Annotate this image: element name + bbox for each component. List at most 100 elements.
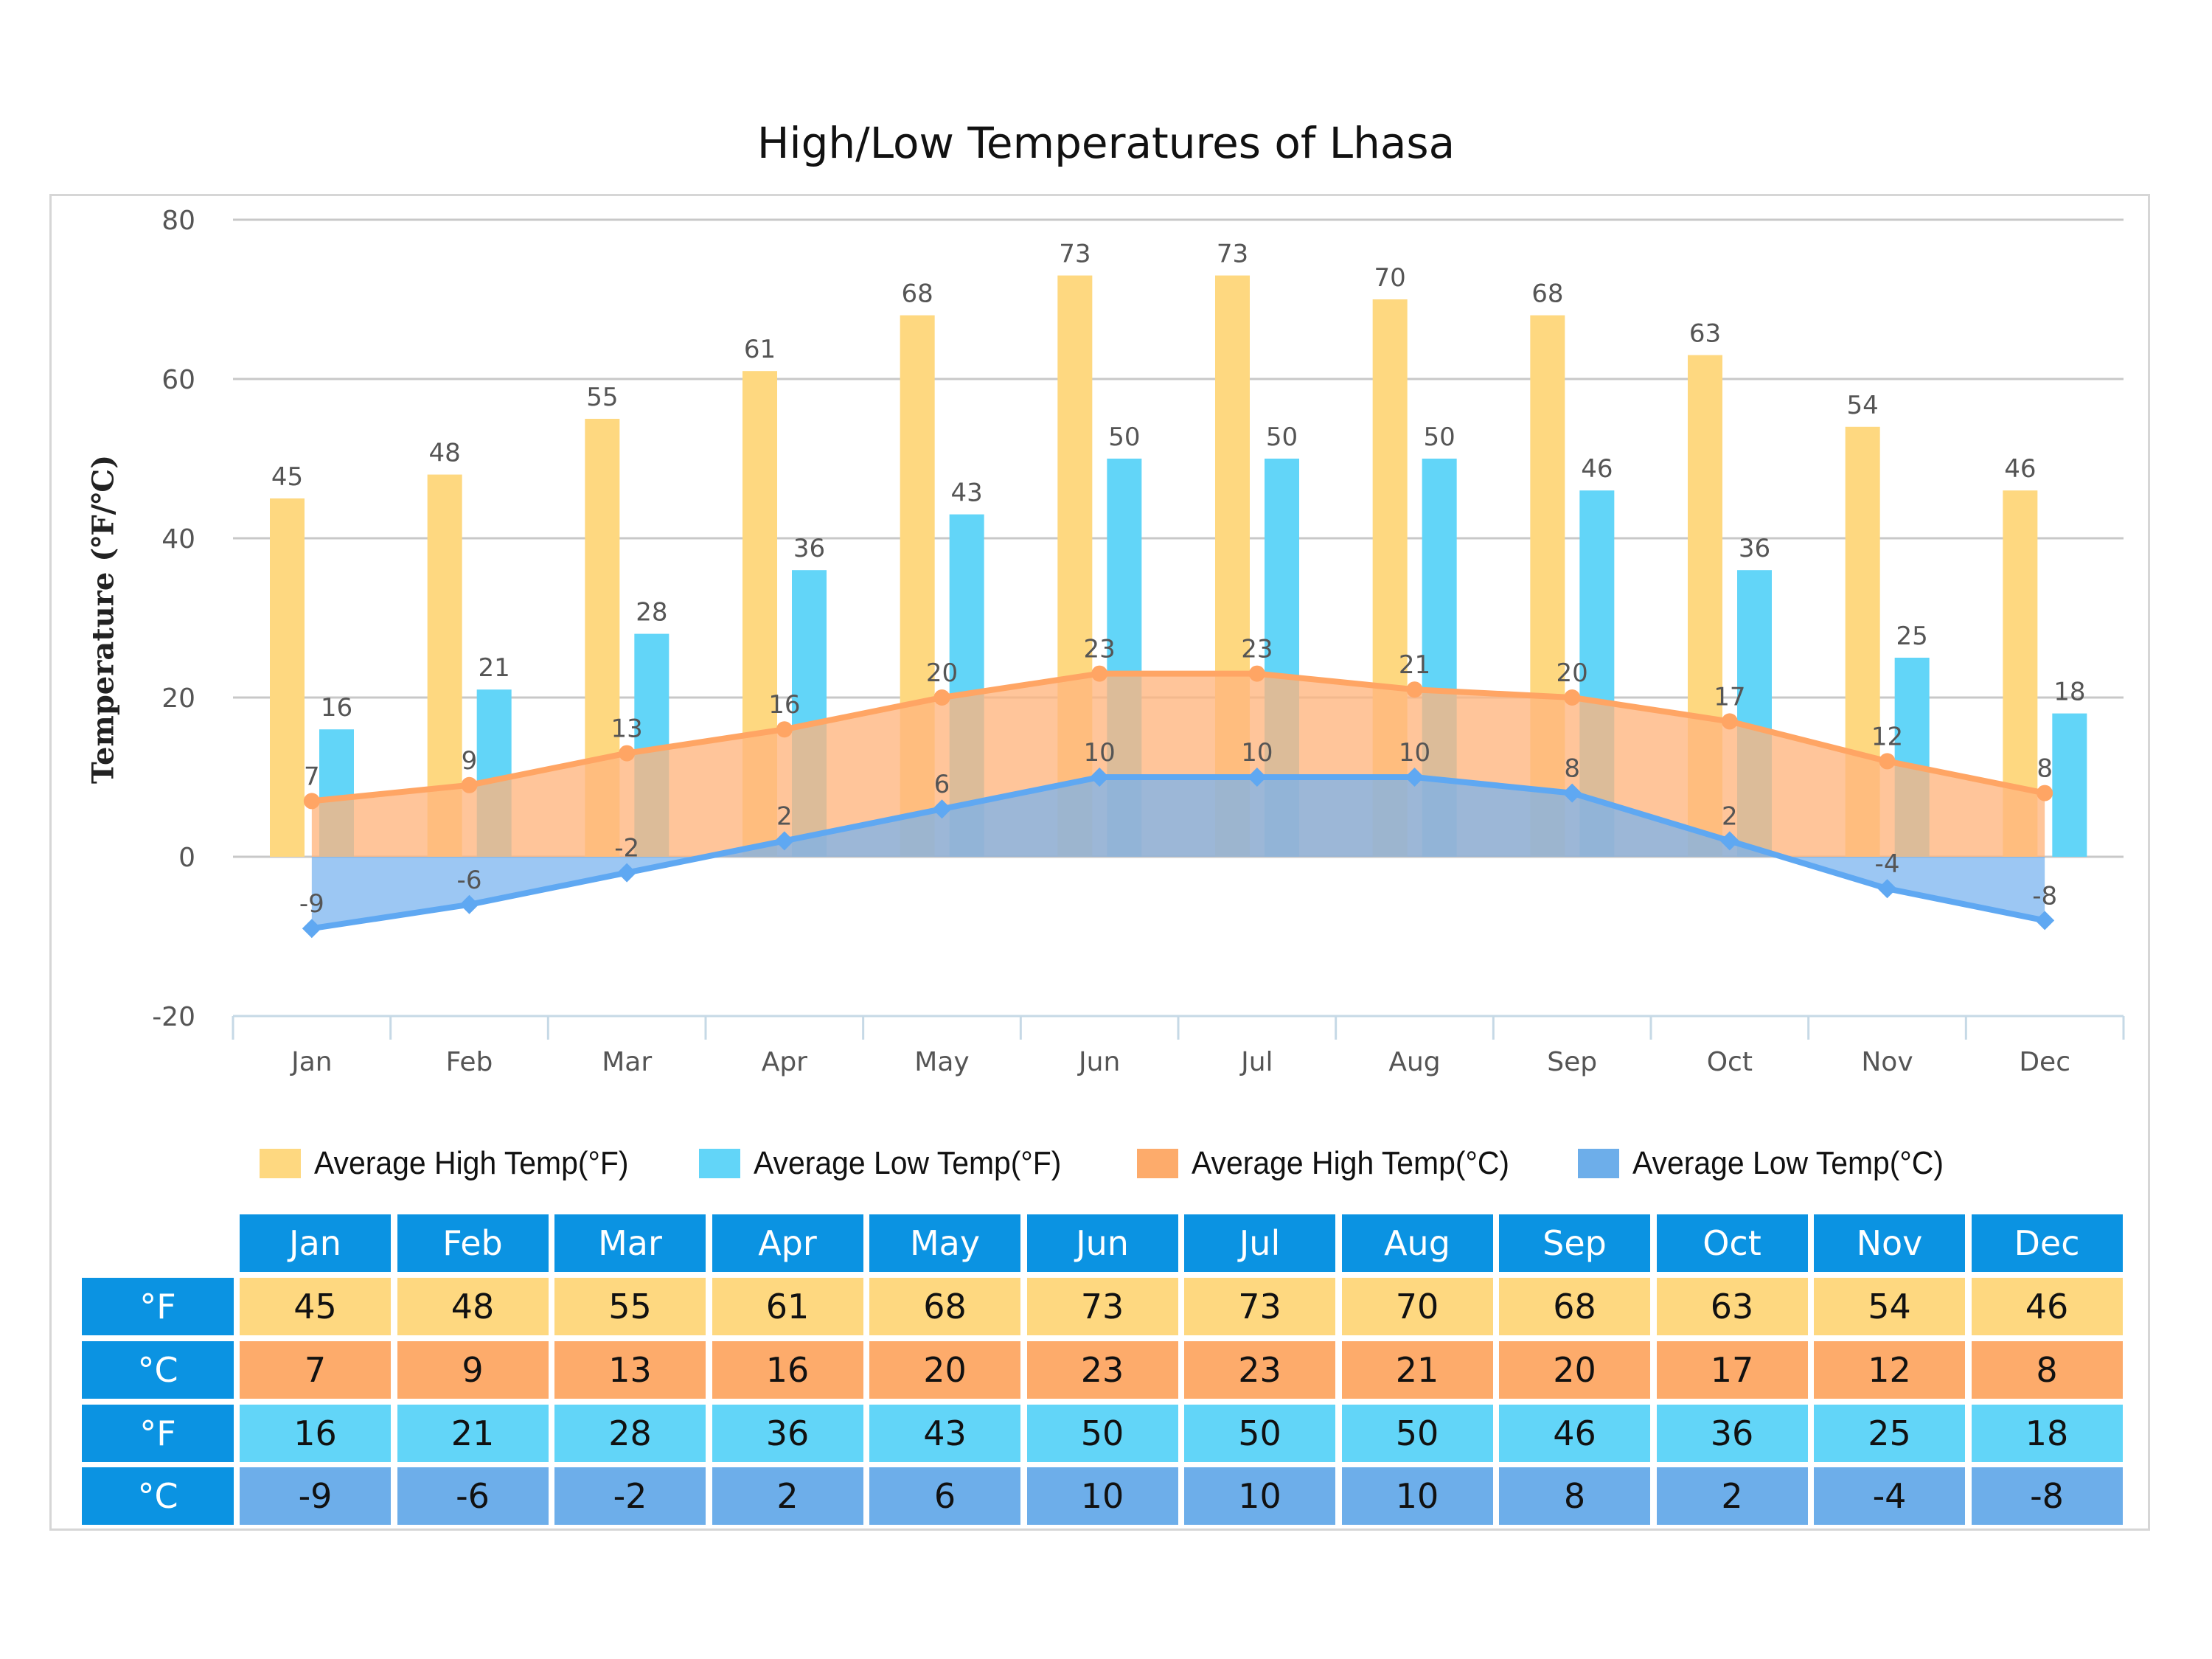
table-cell: 54 [1814, 1278, 1965, 1335]
table-header-month: Mar [554, 1214, 706, 1272]
legend-label: Average Low Temp(°F) [754, 1145, 1062, 1181]
x-tick-label: Aug [1388, 1047, 1440, 1077]
table-row-unit: °C [82, 1341, 234, 1399]
table-cell: 46 [1971, 1278, 2123, 1335]
legend-swatch [260, 1149, 301, 1178]
legend-item[interactable]: Average Low Temp(°C) [1578, 1141, 1967, 1186]
point-marker [933, 689, 950, 706]
table-header-month: Jul [1184, 1214, 1335, 1272]
table-cell: 70 [1341, 1278, 1493, 1335]
bar-data-label: 21 [479, 653, 510, 683]
table-cell: 55 [554, 1278, 706, 1335]
line-data-label: 16 [768, 690, 800, 720]
table-row-unit: °F [82, 1278, 234, 1335]
point-marker [1248, 665, 1265, 682]
table-cell: 20 [1499, 1341, 1650, 1399]
table-header-month: Sep [1499, 1214, 1650, 1272]
line-data-label: 20 [926, 658, 958, 688]
y-tick-label: 40 [161, 524, 195, 554]
y-tick-label: 80 [161, 206, 195, 236]
table-cell: 50 [1026, 1405, 1178, 1462]
bar-data-label: 70 [1374, 263, 1406, 293]
table-cell: 2 [1656, 1467, 1808, 1525]
bar-data-label: 48 [429, 439, 461, 468]
line-data-label: 10 [1084, 738, 1116, 768]
line-data-label: 8 [1564, 754, 1580, 784]
bar-data-label: 46 [1581, 454, 1613, 484]
table-header-month: Dec [1971, 1214, 2123, 1272]
table-cell: 36 [1656, 1405, 1808, 1462]
bar-data-label: 61 [744, 335, 776, 364]
bar-data-label: 55 [586, 383, 618, 412]
y-tick-label: 0 [178, 843, 195, 873]
table-cell: -6 [397, 1467, 549, 1525]
point-marker [2037, 785, 2053, 801]
table-cell: 20 [869, 1341, 1020, 1399]
point-marker [302, 919, 321, 939]
table-cell: 46 [1499, 1405, 1650, 1462]
table-header-month: May [869, 1214, 1020, 1272]
bar-data-label: 25 [1896, 622, 1928, 651]
table-cell: 73 [1184, 1278, 1335, 1335]
x-tick-label: Sep [1547, 1047, 1597, 1077]
point-marker [619, 745, 636, 762]
legend-item[interactable]: Average High Temp(°C) [1137, 1141, 1534, 1186]
line-data-label: 2 [1722, 801, 1738, 831]
table-cell: 18 [1971, 1405, 2123, 1462]
line-data-label: -4 [1875, 849, 1900, 879]
table-header-month: Apr [712, 1214, 863, 1272]
x-tick-label: Apr [762, 1047, 807, 1077]
table-cell: 13 [554, 1341, 706, 1399]
x-axis: Jan Feb Mar Apr May Jun Jul Aug Sep Oct Nov Dec [232, 1015, 2125, 1077]
line-data-label: 9 [462, 746, 478, 776]
table-cell: 45 [240, 1278, 391, 1335]
legend-label: Average High Temp(°C) [1192, 1145, 1510, 1181]
table-cell: 28 [554, 1405, 706, 1462]
point-marker [303, 793, 320, 810]
table-cell: 8 [1499, 1467, 1650, 1525]
area-fill [311, 777, 2045, 929]
legend: Average High Temp(°F) Average Low Temp(°F… [0, 1141, 2212, 1186]
point-marker [461, 776, 478, 793]
table-cell: 10 [1341, 1467, 1493, 1525]
point-marker [1564, 689, 1581, 706]
series-line [311, 670, 2045, 804]
point-marker [1406, 681, 1423, 698]
bar-data-label: 36 [793, 534, 825, 563]
table-cell: 68 [1499, 1278, 1650, 1335]
legend-item[interactable]: Average Low Temp(°F) [699, 1141, 1085, 1186]
table-header-month: Aug [1341, 1214, 1493, 1272]
x-tick-label: Jun [1077, 1047, 1120, 1077]
point-marker [932, 799, 952, 819]
line-data-label: 10 [1241, 738, 1273, 768]
point-marker [1247, 768, 1267, 787]
table-cell: 21 [397, 1405, 549, 1462]
x-tick-label: May [914, 1047, 969, 1077]
x-tick-label: Jan [290, 1047, 333, 1077]
legend-swatch [1137, 1149, 1178, 1178]
y-tick-label: -20 [152, 1002, 195, 1032]
bar-data-label: 50 [1108, 422, 1140, 452]
legend-item[interactable]: Average High Temp(°F) [260, 1141, 653, 1186]
line-data-label: 12 [1871, 722, 1903, 751]
table-cell: 50 [1341, 1405, 1493, 1462]
table-cell: 68 [869, 1278, 1020, 1335]
x-tick-label: Dec [2019, 1047, 2070, 1077]
table-cell: 63 [1656, 1278, 1808, 1335]
line-data-label: 20 [1557, 658, 1588, 688]
bar-data-label: 54 [1847, 391, 1879, 420]
table-cell: -4 [1814, 1467, 1965, 1525]
line-data-label: -6 [457, 866, 482, 895]
bar-data-label: 73 [1059, 240, 1091, 269]
table-header-month: Feb [397, 1214, 549, 1272]
table-row-unit: °F [82, 1405, 234, 1462]
y-tick-label: 20 [161, 684, 195, 714]
table-cell: 23 [1026, 1341, 1178, 1399]
bar-data-label: 68 [902, 279, 933, 309]
point-marker [1091, 665, 1108, 682]
bar-data-label: 36 [1739, 534, 1770, 563]
table-cell: 25 [1814, 1405, 1965, 1462]
bar-data-label: 28 [636, 598, 667, 627]
legend-swatch [699, 1149, 740, 1178]
